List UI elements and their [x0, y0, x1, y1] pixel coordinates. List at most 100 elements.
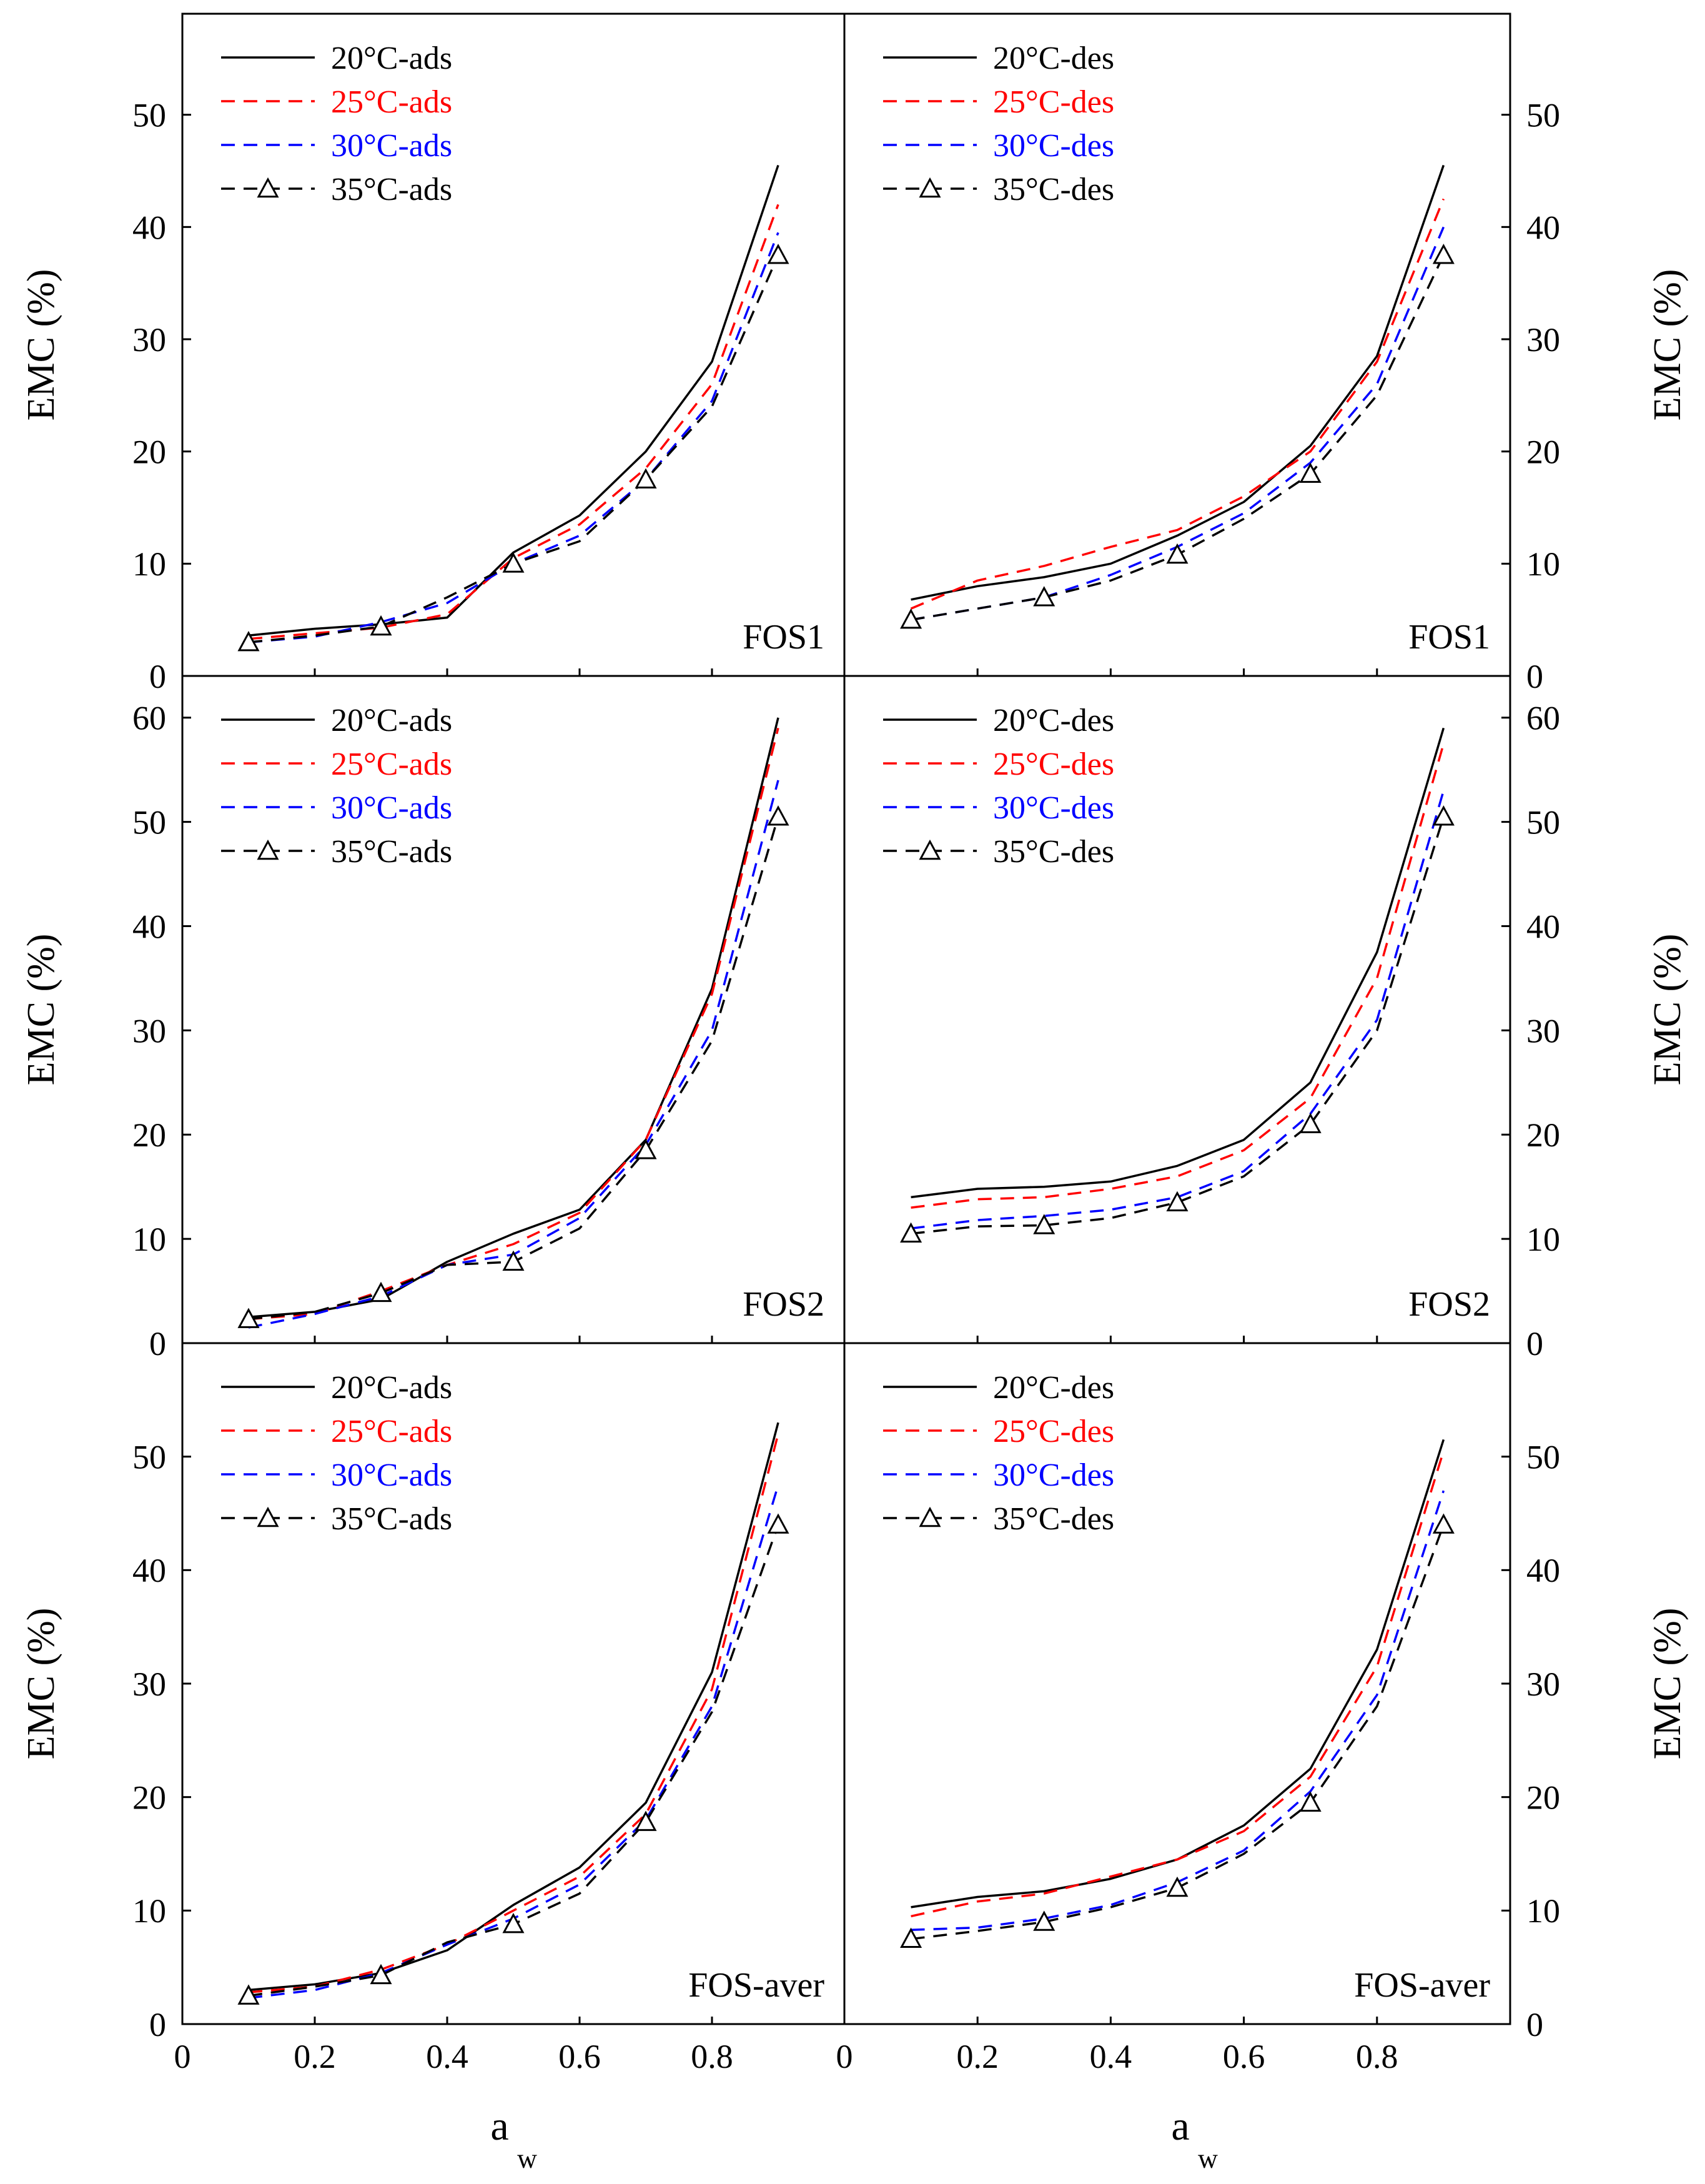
- panel-left-3-ytick-label-3: 30: [132, 1665, 166, 1703]
- panel-left-2-ytick-label-6: 60: [132, 700, 166, 737]
- panel-left-3-ytick-label-0: 0: [149, 2006, 166, 2043]
- panel-left-1-ytick-label-1: 10: [132, 545, 166, 583]
- panel-right-3-series-4-point-0: [900, 1927, 922, 1948]
- panel-right-1-ytick-label-1: 10: [1526, 545, 1560, 583]
- xaxis-title-left: a: [490, 2103, 508, 2149]
- panel-right-2-series-4-point-4: [1166, 1191, 1189, 1211]
- panel-right-2-series-4-point-6: [1299, 1113, 1322, 1133]
- panel-left-3-ytick-label-5: 50: [132, 1439, 166, 1476]
- panel-right-2-legend-label-2: 25°C-des: [993, 747, 1114, 782]
- panel-right-3-ytick-label-5: 50: [1526, 1439, 1560, 1476]
- panel-left-1-series-4-point-2: [370, 615, 392, 636]
- panel-left-1-ytick-label-4: 40: [132, 209, 166, 246]
- panel-left-3-legend-label-2: 25°C-ads: [331, 1414, 452, 1449]
- xtick-label-right-1: 0.2: [956, 2038, 999, 2075]
- panel-right-1-legend-label-2: 25°C-des: [993, 84, 1114, 120]
- panel-right-1-ytick-label-5: 50: [1526, 97, 1560, 134]
- panel-left-2-ylabel: EMC (%): [20, 934, 62, 1086]
- panel-right-2-series-4-point-0: [900, 1222, 922, 1243]
- panel-right-3-ytick-label-3: 30: [1526, 1665, 1560, 1703]
- panel-right-2-ytick-label-2: 20: [1526, 1116, 1560, 1154]
- panel-left-1-series-2-line: [248, 204, 779, 640]
- panel-left-3-series-2-line: [248, 1433, 779, 1993]
- panel-left-2-ytick-label-5: 50: [132, 804, 166, 841]
- xaxis-title-right: a: [1171, 2103, 1189, 2149]
- panel-right-1-ylabel: EMC (%): [1646, 269, 1689, 421]
- panel-right-3-series-4-point-6: [1299, 1791, 1322, 1812]
- panel-right-2-ytick-label-0: 0: [1526, 1325, 1543, 1363]
- panel-right-3-series-4-point-8: [1432, 1513, 1455, 1534]
- panel-right-3-ytick-label-4: 40: [1526, 1552, 1560, 1589]
- panels-group: 0 10 20 30 40 50 EMC (%) 20°C-ads 25°C-ads 30°C-a…: [20, 12, 1689, 2043]
- panel-right-1-series-2-line: [910, 198, 1445, 610]
- panel-left-1-ytick-label-2: 20: [132, 434, 166, 471]
- panel-left-2-legend-label-2: 25°C-ads: [331, 747, 452, 782]
- panel-right-2-legend-label-1: 20°C-des: [993, 703, 1114, 738]
- xtick-label-right-4: 0.8: [1356, 2038, 1398, 2075]
- panel-right-2-panel-label: FOS2: [1408, 1285, 1490, 1324]
- panel-right-1-legend-label-1: 20°C-des: [993, 41, 1114, 76]
- panel-left-3-series-4-point-4: [502, 1912, 525, 1933]
- panel-left-3-ytick-label-1: 10: [132, 1892, 166, 1930]
- panel-left-2-ytick-label-3: 30: [132, 1012, 166, 1050]
- panel-left-2-ytick-label-4: 40: [132, 908, 166, 945]
- panel-right-1-series-1-line: [911, 164, 1445, 601]
- panel-left-3-ytick-label-4: 40: [132, 1552, 166, 1589]
- xaxis-title-sub-right: w: [1198, 2143, 1218, 2174]
- panel-right-3: 0 10 20 30 40 50 EMC (%) 20°C-des 25°C-des 30°C-d…: [843, 1342, 1689, 2043]
- panel-right-2-legend-label-4: 35°C-des: [993, 834, 1114, 870]
- panel-right-3-series-4-point-4: [1166, 1876, 1189, 1897]
- xtick-label-left-3: 0.6: [558, 2038, 601, 2075]
- panel-left-3-series-4-point-2: [370, 1963, 392, 1985]
- panel-left-1-legend-label-1: 20°C-ads: [331, 41, 452, 76]
- panel-right-2-ytick-label-4: 40: [1526, 908, 1560, 945]
- panel-right-2-series-4-line: [911, 816, 1445, 1235]
- panel-left-2-ytick-label-0: 0: [149, 1325, 166, 1363]
- panel-left-1-ytick-label-5: 50: [132, 97, 166, 134]
- panel-left-1-series-4-point-0: [237, 630, 260, 652]
- panel-left-1-series-4-point-6: [635, 468, 657, 489]
- panel-left-2-series-4-point-0: [237, 1308, 260, 1328]
- panel-left-2-series-4-point-4: [502, 1250, 525, 1271]
- panel-left-3-series-4-point-0: [237, 1984, 260, 2005]
- panel-left-2-panel-label: FOS2: [743, 1285, 824, 1324]
- panel-right-1-legend-marker-4: [919, 177, 941, 198]
- panel-right-1-ytick-label-3: 30: [1526, 321, 1560, 359]
- panel-right-2: 0 10 20 30 40 50 60 EMC (%) 20°C-des 25°C-des 30°C…: [843, 675, 1689, 1363]
- xtick-label-left-4: 0.8: [691, 2038, 733, 2075]
- panel-right-3-panel-label: FOS-aver: [1354, 1966, 1490, 2005]
- panel-right-1-legend-label-3: 30°C-des: [993, 128, 1114, 164]
- panel-left-1-legend-label-4: 35°C-ads: [331, 172, 452, 207]
- panel-right-3-series-4-point-2: [1033, 1910, 1055, 1931]
- panel-left-1-panel-label: FOS1: [743, 618, 824, 657]
- panel-right-3-ytick-label-0: 0: [1526, 2006, 1543, 2043]
- panel-right-1-ytick-label-0: 0: [1526, 658, 1543, 695]
- panel-right-3-legend-label-2: 25°C-des: [993, 1414, 1114, 1449]
- panel-left-3-panel-label: FOS-aver: [688, 1966, 824, 2005]
- panel-left-2-series-4-point-8: [767, 805, 789, 826]
- panel-right-1-panel-label: FOS1: [1408, 618, 1490, 657]
- panel-left-3-legend-label-3: 30°C-ads: [331, 1457, 452, 1493]
- panel-right-2-ylabel: EMC (%): [1646, 934, 1689, 1086]
- panel-left-3-ytick-label-2: 20: [132, 1779, 166, 1817]
- panel-right-2-ytick-label-5: 50: [1526, 804, 1560, 841]
- panel-right-3-ylabel: EMC (%): [1646, 1608, 1689, 1760]
- panel-left-1-ytick-label-3: 30: [132, 321, 166, 359]
- panel-right-2-series-4-point-2: [1033, 1214, 1055, 1234]
- panel-left-1-legend-label-2: 25°C-ads: [331, 84, 452, 120]
- panel-right-2-series-1-line: [911, 727, 1445, 1199]
- panel-left-3-legend-label-1: 20°C-ads: [331, 1370, 452, 1406]
- panel-right-2-ytick-label-1: 10: [1526, 1221, 1560, 1258]
- panel-right-1: 0 10 20 30 40 50 EMC (%) 20°C-des 25°C-des 30°C-d…: [843, 12, 1689, 695]
- panel-left-1-ytick-label-0: 0: [149, 658, 166, 695]
- panel-right-2-ytick-label-3: 30: [1526, 1012, 1560, 1050]
- panel-left-1-legend-label-3: 30°C-ads: [331, 128, 452, 164]
- panel-right-3-legend-label-1: 20°C-des: [993, 1370, 1114, 1406]
- xtick-label-right-0: 0: [836, 2038, 853, 2075]
- panel-left-1-ylabel: EMC (%): [20, 269, 62, 421]
- panel-left-3-ylabel: EMC (%): [20, 1608, 62, 1760]
- panel-left-2-ytick-label-1: 10: [132, 1221, 166, 1258]
- panel-left-3-series-4-point-6: [635, 1810, 657, 1831]
